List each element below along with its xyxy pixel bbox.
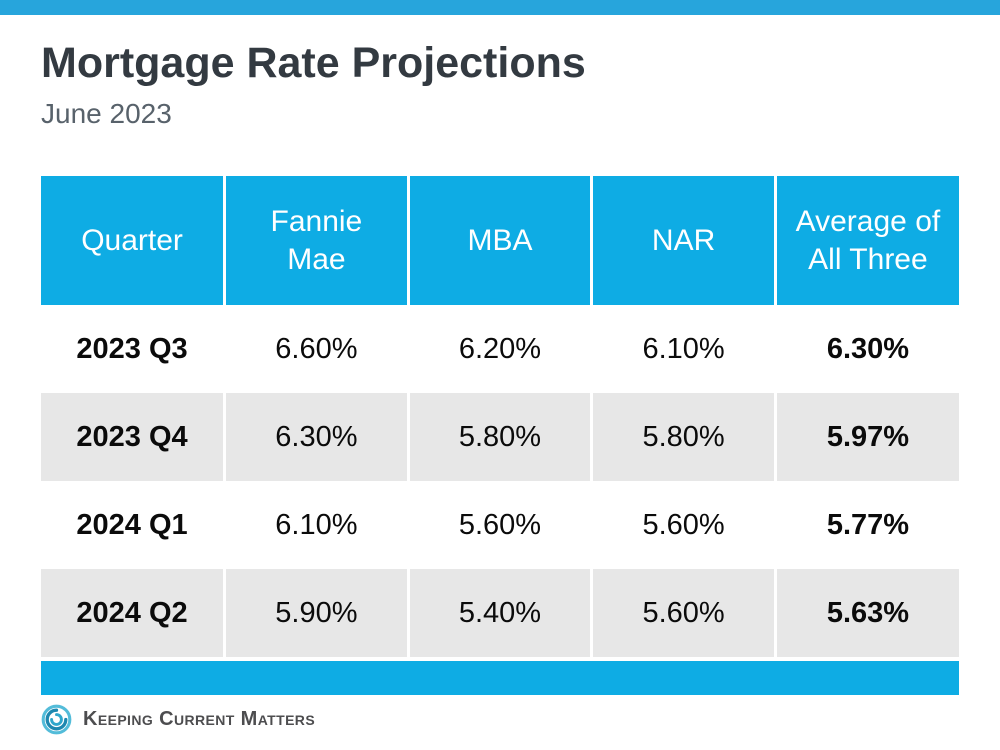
column-header-average: Average of All Three: [773, 176, 959, 305]
cell-mba: 5.40%: [406, 569, 592, 657]
cell-fannie-mae: 6.60%: [223, 305, 409, 393]
cell-nar: 5.80%: [590, 393, 776, 481]
brand-logo: Keeping Current Matters: [41, 704, 959, 735]
cell-fannie-mae: 5.90%: [223, 569, 409, 657]
table-row: 2024 Q2 5.90% 5.40% 5.60% 5.63%: [41, 569, 959, 657]
page-content: Mortgage Rate Projections June 2023 Quar…: [0, 39, 1000, 735]
cell-nar: 5.60%: [590, 481, 776, 569]
brand-name: Keeping Current Matters: [83, 708, 316, 730]
cell-fannie-mae: 6.10%: [223, 481, 409, 569]
cell-average: 6.30%: [773, 305, 959, 393]
column-header-quarter: Quarter: [41, 176, 225, 305]
column-header-fannie-mae: Fannie Mae: [223, 176, 409, 305]
cell-quarter: 2023 Q3: [41, 305, 225, 393]
cell-average: 5.63%: [773, 569, 959, 657]
table-row: 2023 Q3 6.60% 6.20% 6.10% 6.30%: [41, 305, 959, 393]
column-header-nar: NAR: [590, 176, 776, 305]
cell-fannie-mae: 6.30%: [223, 393, 409, 481]
cell-quarter: 2024 Q1: [41, 481, 225, 569]
page-title: Mortgage Rate Projections: [41, 39, 586, 87]
kcm-swirl-icon: [41, 704, 72, 735]
cell-nar: 6.10%: [590, 305, 776, 393]
cell-average: 5.97%: [773, 393, 959, 481]
column-header-mba: MBA: [406, 176, 592, 305]
cell-mba: 6.20%: [406, 305, 592, 393]
table-footer-bar: [41, 661, 959, 695]
cell-mba: 5.60%: [406, 481, 592, 569]
cell-average: 5.77%: [773, 481, 959, 569]
projections-table: Quarter Fannie Mae MBA NAR Average of Al…: [41, 176, 959, 657]
top-accent-bar: [0, 0, 1000, 15]
cell-quarter: 2024 Q2: [41, 569, 225, 657]
table-header-row: Quarter Fannie Mae MBA NAR Average of Al…: [41, 176, 959, 305]
table-row: 2024 Q1 6.10% 5.60% 5.60% 5.77%: [41, 481, 959, 569]
page-subtitle: June 2023: [41, 98, 172, 129]
table-row: 2023 Q4 6.30% 5.80% 5.80% 5.97%: [41, 393, 959, 481]
cell-quarter: 2023 Q4: [41, 393, 225, 481]
cell-mba: 5.80%: [406, 393, 592, 481]
cell-nar: 5.60%: [590, 569, 776, 657]
